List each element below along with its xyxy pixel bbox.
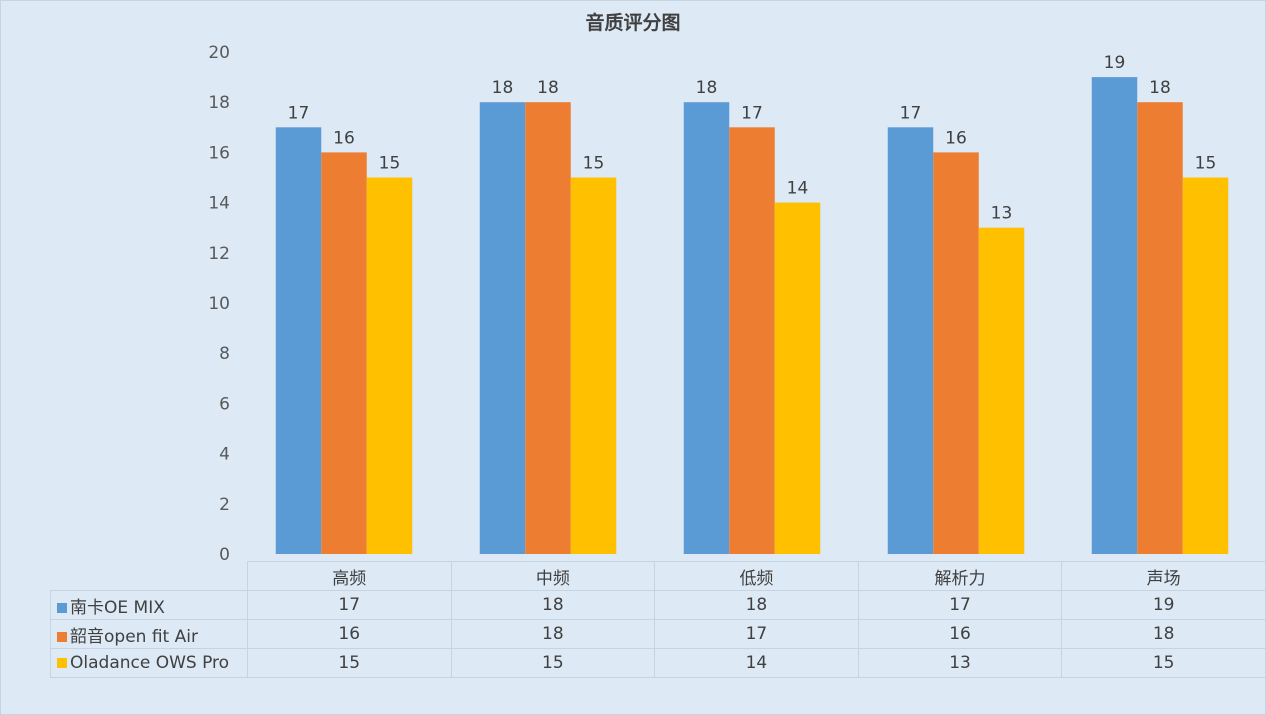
table-value: 18 bbox=[1061, 619, 1266, 649]
table-row: 南卡OE MIX 17 18 18 17 19 bbox=[50, 590, 1266, 620]
series-name: Oladance OWS Pro bbox=[70, 653, 230, 673]
y-axis: 0 2 4 6 8 10 12 14 16 18 20 bbox=[208, 43, 230, 565]
series-name: 韶音open fit Air bbox=[70, 626, 198, 647]
category-label: 高频 bbox=[246, 561, 452, 591]
y-tick-label: 20 bbox=[208, 43, 230, 63]
bar-data-label: 15 bbox=[1195, 154, 1217, 174]
table-value: 15 bbox=[1061, 648, 1266, 678]
category-label: 解析力 bbox=[857, 561, 1063, 591]
bar bbox=[479, 102, 526, 554]
table-corner bbox=[50, 561, 248, 591]
category-label: 低频 bbox=[654, 561, 859, 591]
table-value: 15 bbox=[450, 648, 656, 678]
legend-key bbox=[57, 658, 67, 668]
bars bbox=[275, 77, 1229, 555]
table-value: 18 bbox=[450, 590, 656, 620]
bar-data-label: 19 bbox=[1104, 53, 1126, 73]
bar-data-label: 16 bbox=[333, 128, 355, 148]
bar bbox=[683, 102, 730, 554]
bar-data-label: 17 bbox=[288, 103, 310, 123]
y-tick-label: 0 bbox=[219, 545, 230, 565]
y-tick-label: 12 bbox=[208, 244, 230, 264]
bar-data-label: 15 bbox=[583, 154, 605, 174]
table-value: 19 bbox=[1061, 590, 1266, 620]
legend-entry: Oladance OWS Pro bbox=[50, 648, 248, 678]
bar-data-label: 17 bbox=[900, 103, 922, 123]
table-value: 16 bbox=[246, 619, 452, 649]
y-tick-label: 6 bbox=[219, 394, 230, 414]
y-tick-label: 8 bbox=[219, 344, 230, 364]
table-value: 18 bbox=[654, 590, 859, 620]
y-tick-label: 16 bbox=[208, 143, 230, 163]
bar bbox=[570, 177, 617, 554]
table-value: 15 bbox=[246, 648, 452, 678]
bar-data-label: 13 bbox=[991, 204, 1013, 224]
data-table: 高频 中频 低频 解析力 声场 南卡OE MIX 17 18 18 17 19 韶音open fit … bbox=[50, 561, 1266, 678]
y-tick-label: 14 bbox=[208, 194, 230, 214]
table-value: 16 bbox=[857, 619, 1063, 649]
bar-data-label: 15 bbox=[379, 154, 401, 174]
chart-title: 音质评分图 bbox=[585, 12, 681, 34]
bar-data-label: 16 bbox=[945, 128, 967, 148]
bar bbox=[275, 127, 322, 555]
series-name: 南卡OE MIX bbox=[70, 597, 165, 618]
bar bbox=[321, 152, 367, 554]
bar-data-label: 17 bbox=[741, 103, 763, 123]
bar bbox=[366, 177, 413, 554]
category-label: 声场 bbox=[1061, 561, 1266, 591]
bar bbox=[978, 227, 1025, 554]
bar bbox=[1182, 177, 1229, 554]
table-value: 18 bbox=[450, 619, 656, 649]
table-value: 17 bbox=[246, 590, 452, 620]
bar-data-label: 18 bbox=[492, 78, 514, 98]
category-label: 中频 bbox=[450, 561, 656, 591]
legend-entry: 韶音open fit Air bbox=[50, 619, 248, 649]
data-labels: 17 16 15 18 18 15 18 17 14 17 16 13 19 18 15 bbox=[288, 53, 1217, 224]
y-tick-label: 10 bbox=[208, 294, 230, 314]
bar bbox=[1091, 77, 1138, 554]
bar-data-label: 18 bbox=[696, 78, 718, 98]
bar bbox=[774, 202, 821, 554]
bar bbox=[1137, 102, 1183, 554]
bar-data-label: 18 bbox=[537, 78, 559, 98]
bar bbox=[729, 127, 775, 555]
bar-data-label: 14 bbox=[787, 179, 809, 199]
bar-data-label: 18 bbox=[1149, 78, 1171, 98]
y-tick-label: 2 bbox=[219, 495, 230, 515]
table-value: 14 bbox=[654, 648, 859, 678]
bar bbox=[525, 102, 571, 554]
table-value: 13 bbox=[857, 648, 1063, 678]
table-row: 韶音open fit Air 16 18 17 16 18 bbox=[50, 619, 1266, 649]
y-tick-label: 4 bbox=[219, 445, 230, 465]
y-tick-label: 18 bbox=[208, 93, 230, 113]
bar bbox=[887, 127, 934, 555]
bar bbox=[933, 152, 979, 554]
table-value: 17 bbox=[654, 619, 859, 649]
table-row: Oladance OWS Pro 15 15 14 13 15 bbox=[50, 648, 1266, 678]
legend-key bbox=[57, 602, 67, 613]
legend-entry: 南卡OE MIX bbox=[50, 590, 248, 620]
table-value: 17 bbox=[857, 590, 1063, 620]
legend-key bbox=[57, 631, 67, 642]
